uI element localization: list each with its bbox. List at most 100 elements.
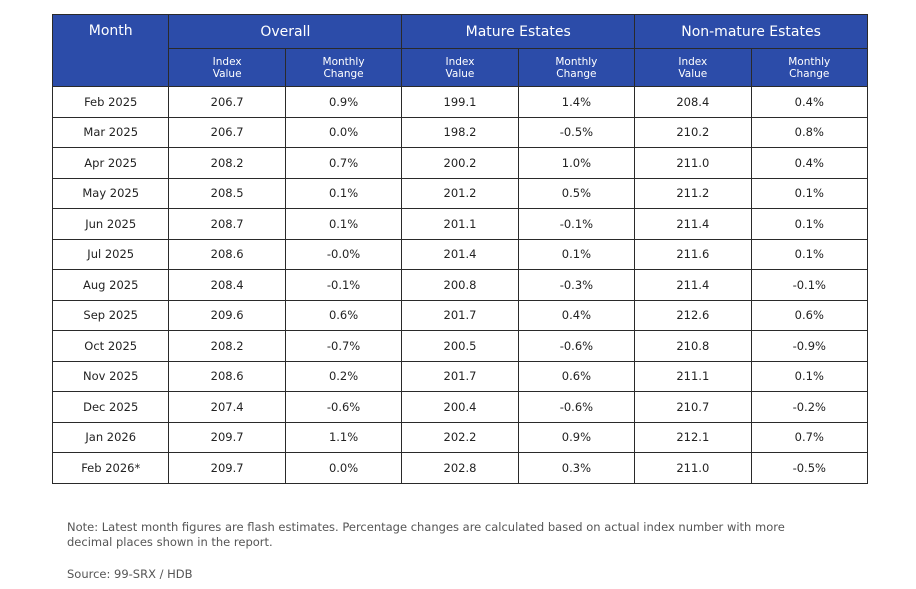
table-row: Oct 2025 208.2 -0.7% 200.5 -0.6% 210.8 -0.9%	[51, 330, 869, 362]
value-cell: 201.1	[401, 208, 519, 240]
value-cell: -0.3%	[517, 269, 636, 301]
table-body: Feb 2025 206.7 0.9% 199.1 1.4% 208.4 0.4% Mar 2…	[51, 86, 869, 484]
value-cell: 210.2	[634, 116, 752, 148]
value-cell: 200.5	[401, 330, 519, 362]
value-cell: 0.1%	[750, 238, 869, 270]
value-cell: 0.4%	[517, 299, 636, 331]
value-cell: -0.6%	[517, 391, 636, 423]
value-cell: 208.6	[168, 360, 286, 392]
value-cell: 0.1%	[750, 208, 869, 240]
value-cell: -0.7%	[284, 330, 403, 362]
value-cell: 201.4	[401, 238, 519, 270]
value-cell: 208.2	[168, 147, 286, 179]
note: Note: Latest month figures are flash est…	[67, 520, 785, 549]
table-row: Sep 2025 209.6 0.6% 201.7 0.4% 212.6 0.6%	[51, 299, 869, 331]
value-cell: -0.5%	[750, 452, 869, 484]
value-cell: 0.6%	[517, 360, 636, 392]
month-cell: Jun 2025	[51, 208, 170, 240]
value-cell: 211.0	[634, 147, 752, 179]
group-header: Non-mature Estates	[634, 14, 868, 49]
value-cell: 0.7%	[750, 421, 869, 453]
table-row: Apr 2025 208.2 0.7% 200.2 1.0% 211.0 0.4%	[51, 147, 869, 179]
value-cell: 208.2	[168, 330, 286, 362]
value-cell: 0.6%	[750, 299, 869, 331]
value-cell: 202.8	[401, 452, 519, 484]
value-cell: 211.4	[634, 208, 752, 240]
table-row: Dec 2025 207.4 -0.6% 200.4 -0.6% 210.7 -0.2%	[51, 391, 869, 423]
sub-header: Index Value	[401, 48, 519, 87]
value-cell: -0.1%	[284, 269, 403, 301]
value-cell: 209.6	[168, 299, 286, 331]
month-cell: Feb 2025	[51, 86, 170, 118]
table-row: Mar 2025 206.7 0.0% 198.2 -0.5% 210.2 0.8%	[51, 116, 869, 148]
group-header: Overall	[168, 14, 403, 49]
value-cell: -0.9%	[750, 330, 869, 362]
value-cell: 211.1	[634, 360, 752, 392]
table-row: Aug 2025 208.4 -0.1% 200.8 -0.3% 211.4 -0.1%	[51, 269, 869, 301]
value-cell: 209.7	[168, 421, 286, 453]
table-row: Feb 2026* 209.7 0.0% 202.8 0.3% 211.0 -0.5%	[51, 452, 869, 484]
month-cell: Apr 2025	[51, 147, 170, 179]
value-cell: 0.6%	[284, 299, 403, 331]
value-cell: -0.1%	[517, 208, 636, 240]
table-row: May 2025 208.5 0.1% 201.2 0.5% 211.2 0.1%	[51, 177, 869, 209]
value-cell: 0.7%	[284, 147, 403, 179]
month-cell: Oct 2025	[51, 330, 170, 362]
value-cell: 0.0%	[284, 452, 403, 484]
sub-header: Monthly Change	[284, 48, 403, 87]
value-cell: 208.7	[168, 208, 286, 240]
table-row: Jun 2025 208.7 0.1% 201.1 -0.1% 211.4 0.1%	[51, 208, 869, 240]
value-cell: 0.5%	[517, 177, 636, 209]
value-cell: 208.4	[168, 269, 286, 301]
value-cell: 0.4%	[750, 147, 869, 179]
value-cell: 198.2	[401, 116, 519, 148]
value-cell: 1.0%	[517, 147, 636, 179]
value-cell: 0.9%	[517, 421, 636, 453]
value-cell: 0.1%	[284, 208, 403, 240]
value-cell: 212.1	[634, 421, 752, 453]
value-cell: 211.6	[634, 238, 752, 270]
value-cell: 202.2	[401, 421, 519, 453]
sub-header: Index Value	[168, 48, 286, 87]
table-row: Feb 2025 206.7 0.9% 199.1 1.4% 208.4 0.4%	[51, 86, 869, 118]
month-cell: Aug 2025	[51, 269, 170, 301]
month-cell: Sep 2025	[51, 299, 170, 331]
sub-header-text: Monthly Change	[555, 55, 598, 80]
month-cell: Dec 2025	[51, 391, 170, 423]
value-cell: 207.4	[168, 391, 286, 423]
value-cell: 201.2	[401, 177, 519, 209]
value-cell: 200.2	[401, 147, 519, 179]
value-cell: 1.1%	[284, 421, 403, 453]
value-cell: 200.8	[401, 269, 519, 301]
table-row: Nov 2025 208.6 0.2% 201.7 0.6% 211.1 0.1%	[51, 360, 869, 392]
sub-header-text: Index Value	[678, 55, 708, 80]
value-cell: -0.0%	[284, 238, 403, 270]
value-cell: 211.0	[634, 452, 752, 484]
value-cell: 0.3%	[517, 452, 636, 484]
value-cell: 210.8	[634, 330, 752, 362]
value-cell: 201.7	[401, 360, 519, 392]
month-cell: Jan 2026	[51, 421, 170, 453]
value-cell: -0.5%	[517, 116, 636, 148]
value-cell: 211.2	[634, 177, 752, 209]
month-cell: Nov 2025	[51, 360, 170, 392]
sub-header: Monthly Change	[750, 48, 869, 87]
value-cell: -0.6%	[517, 330, 636, 362]
group-header: Mature Estates	[401, 14, 636, 49]
table-row: Jul 2025 208.6 -0.0% 201.4 0.1% 211.6 0.1%	[51, 238, 869, 270]
value-cell: 208.4	[634, 86, 752, 118]
sub-header-text: Index Value	[445, 55, 475, 80]
value-cell: 0.4%	[750, 86, 869, 118]
sub-header-text: Index Value	[212, 55, 242, 80]
value-cell: -0.2%	[750, 391, 869, 423]
value-cell: -0.6%	[284, 391, 403, 423]
value-cell: 0.1%	[284, 177, 403, 209]
value-cell: 212.6	[634, 299, 752, 331]
sub-header-text: Monthly Change	[322, 55, 365, 80]
value-cell: 0.1%	[750, 360, 869, 392]
sub-header: Index Value	[634, 48, 752, 87]
month-cell: Jul 2025	[51, 238, 170, 270]
group-header-row: Month Overall Mature Estates Non-mature …	[51, 14, 868, 87]
value-cell: 199.1	[401, 86, 519, 118]
